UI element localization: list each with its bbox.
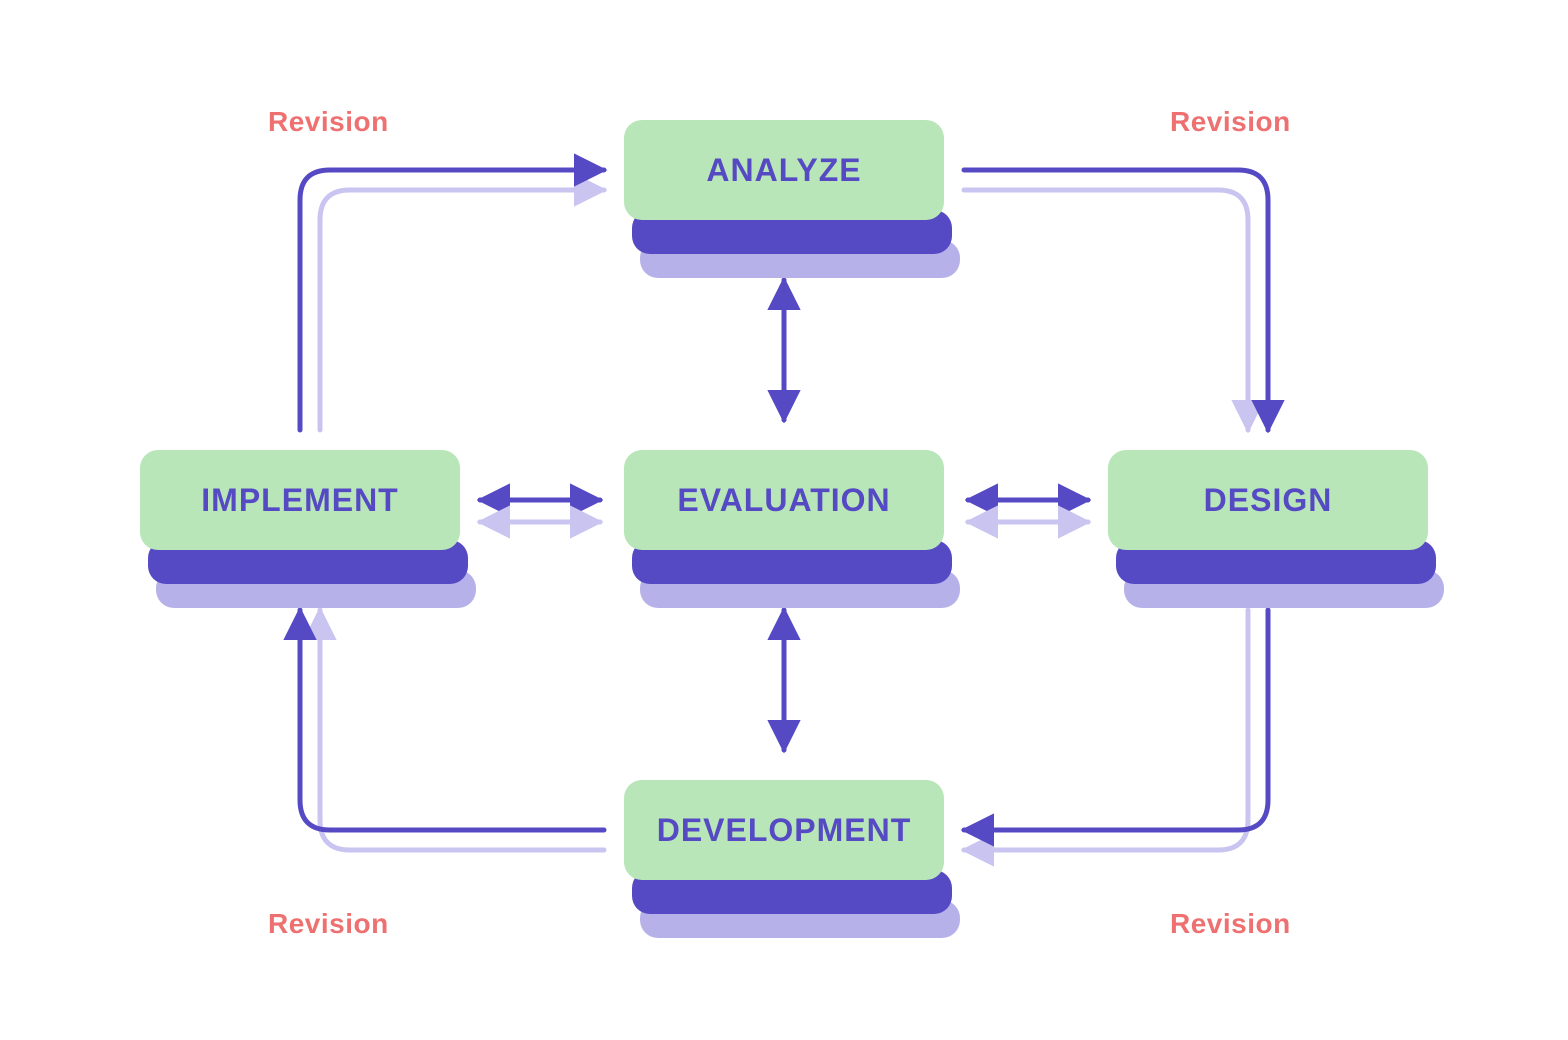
diagram-canvas: Revision Revision Revision Revision ANAL…: [100, 60, 1468, 980]
revision-label-tl: Revision: [268, 106, 389, 138]
node-development-label: DEVELOPMENT: [657, 812, 912, 849]
revision-label-bl: Revision: [268, 908, 389, 940]
node-evaluation-label: EVALUATION: [677, 482, 890, 519]
node-implement-label: IMPLEMENT: [201, 482, 398, 519]
revision-label-tr: Revision: [1170, 106, 1291, 138]
revision-label-br: Revision: [1170, 908, 1291, 940]
node-analyze-label: ANALYZE: [706, 152, 861, 189]
node-design-label: DESIGN: [1204, 482, 1333, 519]
